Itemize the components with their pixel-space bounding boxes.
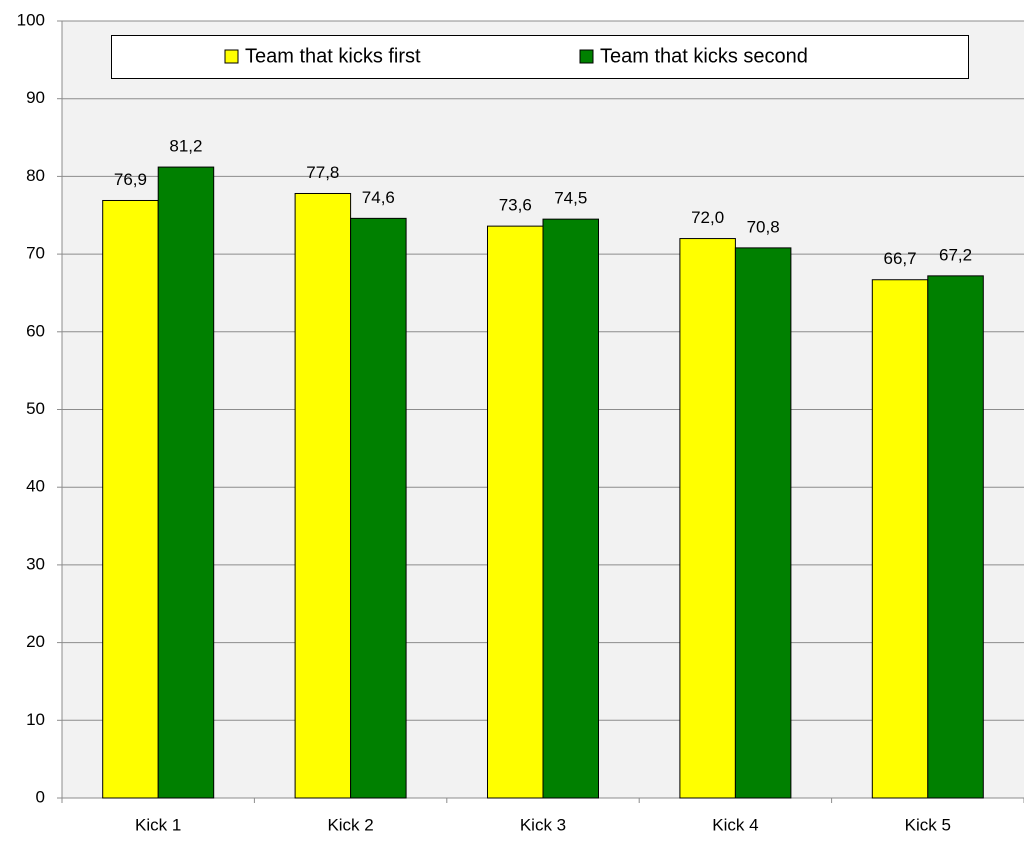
legend-swatch bbox=[224, 49, 239, 64]
y-tick-label: 30 bbox=[26, 554, 45, 573]
bar bbox=[102, 199, 159, 799]
bar bbox=[927, 275, 984, 799]
y-tick-label: 100 bbox=[17, 10, 45, 29]
x-tick-label: Kick 4 bbox=[712, 815, 758, 834]
y-tick-label: 80 bbox=[26, 166, 45, 185]
legend-swatch bbox=[579, 49, 594, 64]
y-tick-label: 90 bbox=[26, 88, 45, 107]
legend-label: Team that kicks second bbox=[600, 45, 808, 67]
x-tick-label: Kick 5 bbox=[905, 815, 951, 834]
legend bbox=[111, 35, 969, 79]
bar bbox=[542, 218, 599, 799]
value-label: 74,5 bbox=[554, 189, 587, 208]
bar bbox=[679, 238, 736, 799]
x-tick-label: Kick 2 bbox=[327, 815, 373, 834]
value-label: 76,9 bbox=[114, 170, 147, 189]
value-label: 77,8 bbox=[306, 163, 339, 182]
bar bbox=[871, 279, 929, 799]
x-tick-label: Kick 1 bbox=[135, 815, 181, 834]
value-label: 74,6 bbox=[362, 188, 395, 207]
y-tick-label: 60 bbox=[26, 321, 45, 340]
bar bbox=[157, 166, 215, 799]
bar bbox=[487, 225, 544, 799]
y-tick-label: 70 bbox=[26, 244, 45, 263]
value-label: 70,8 bbox=[747, 217, 780, 236]
bar bbox=[294, 192, 352, 799]
value-label: 72,0 bbox=[691, 208, 724, 227]
y-tick-label: 20 bbox=[26, 632, 45, 651]
y-tick-label: 0 bbox=[36, 787, 45, 806]
bar bbox=[734, 247, 792, 799]
y-tick-label: 50 bbox=[26, 399, 45, 418]
x-tick-label: Kick 3 bbox=[520, 815, 566, 834]
value-label: 66,7 bbox=[884, 249, 917, 268]
value-label: 73,6 bbox=[499, 196, 532, 215]
legend-label: Team that kicks first bbox=[245, 45, 421, 67]
value-label: 67,2 bbox=[939, 245, 972, 264]
value-label: 81,2 bbox=[169, 137, 202, 156]
bar bbox=[350, 217, 407, 799]
y-tick-label: 10 bbox=[26, 710, 45, 729]
y-tick-label: 40 bbox=[26, 477, 45, 496]
